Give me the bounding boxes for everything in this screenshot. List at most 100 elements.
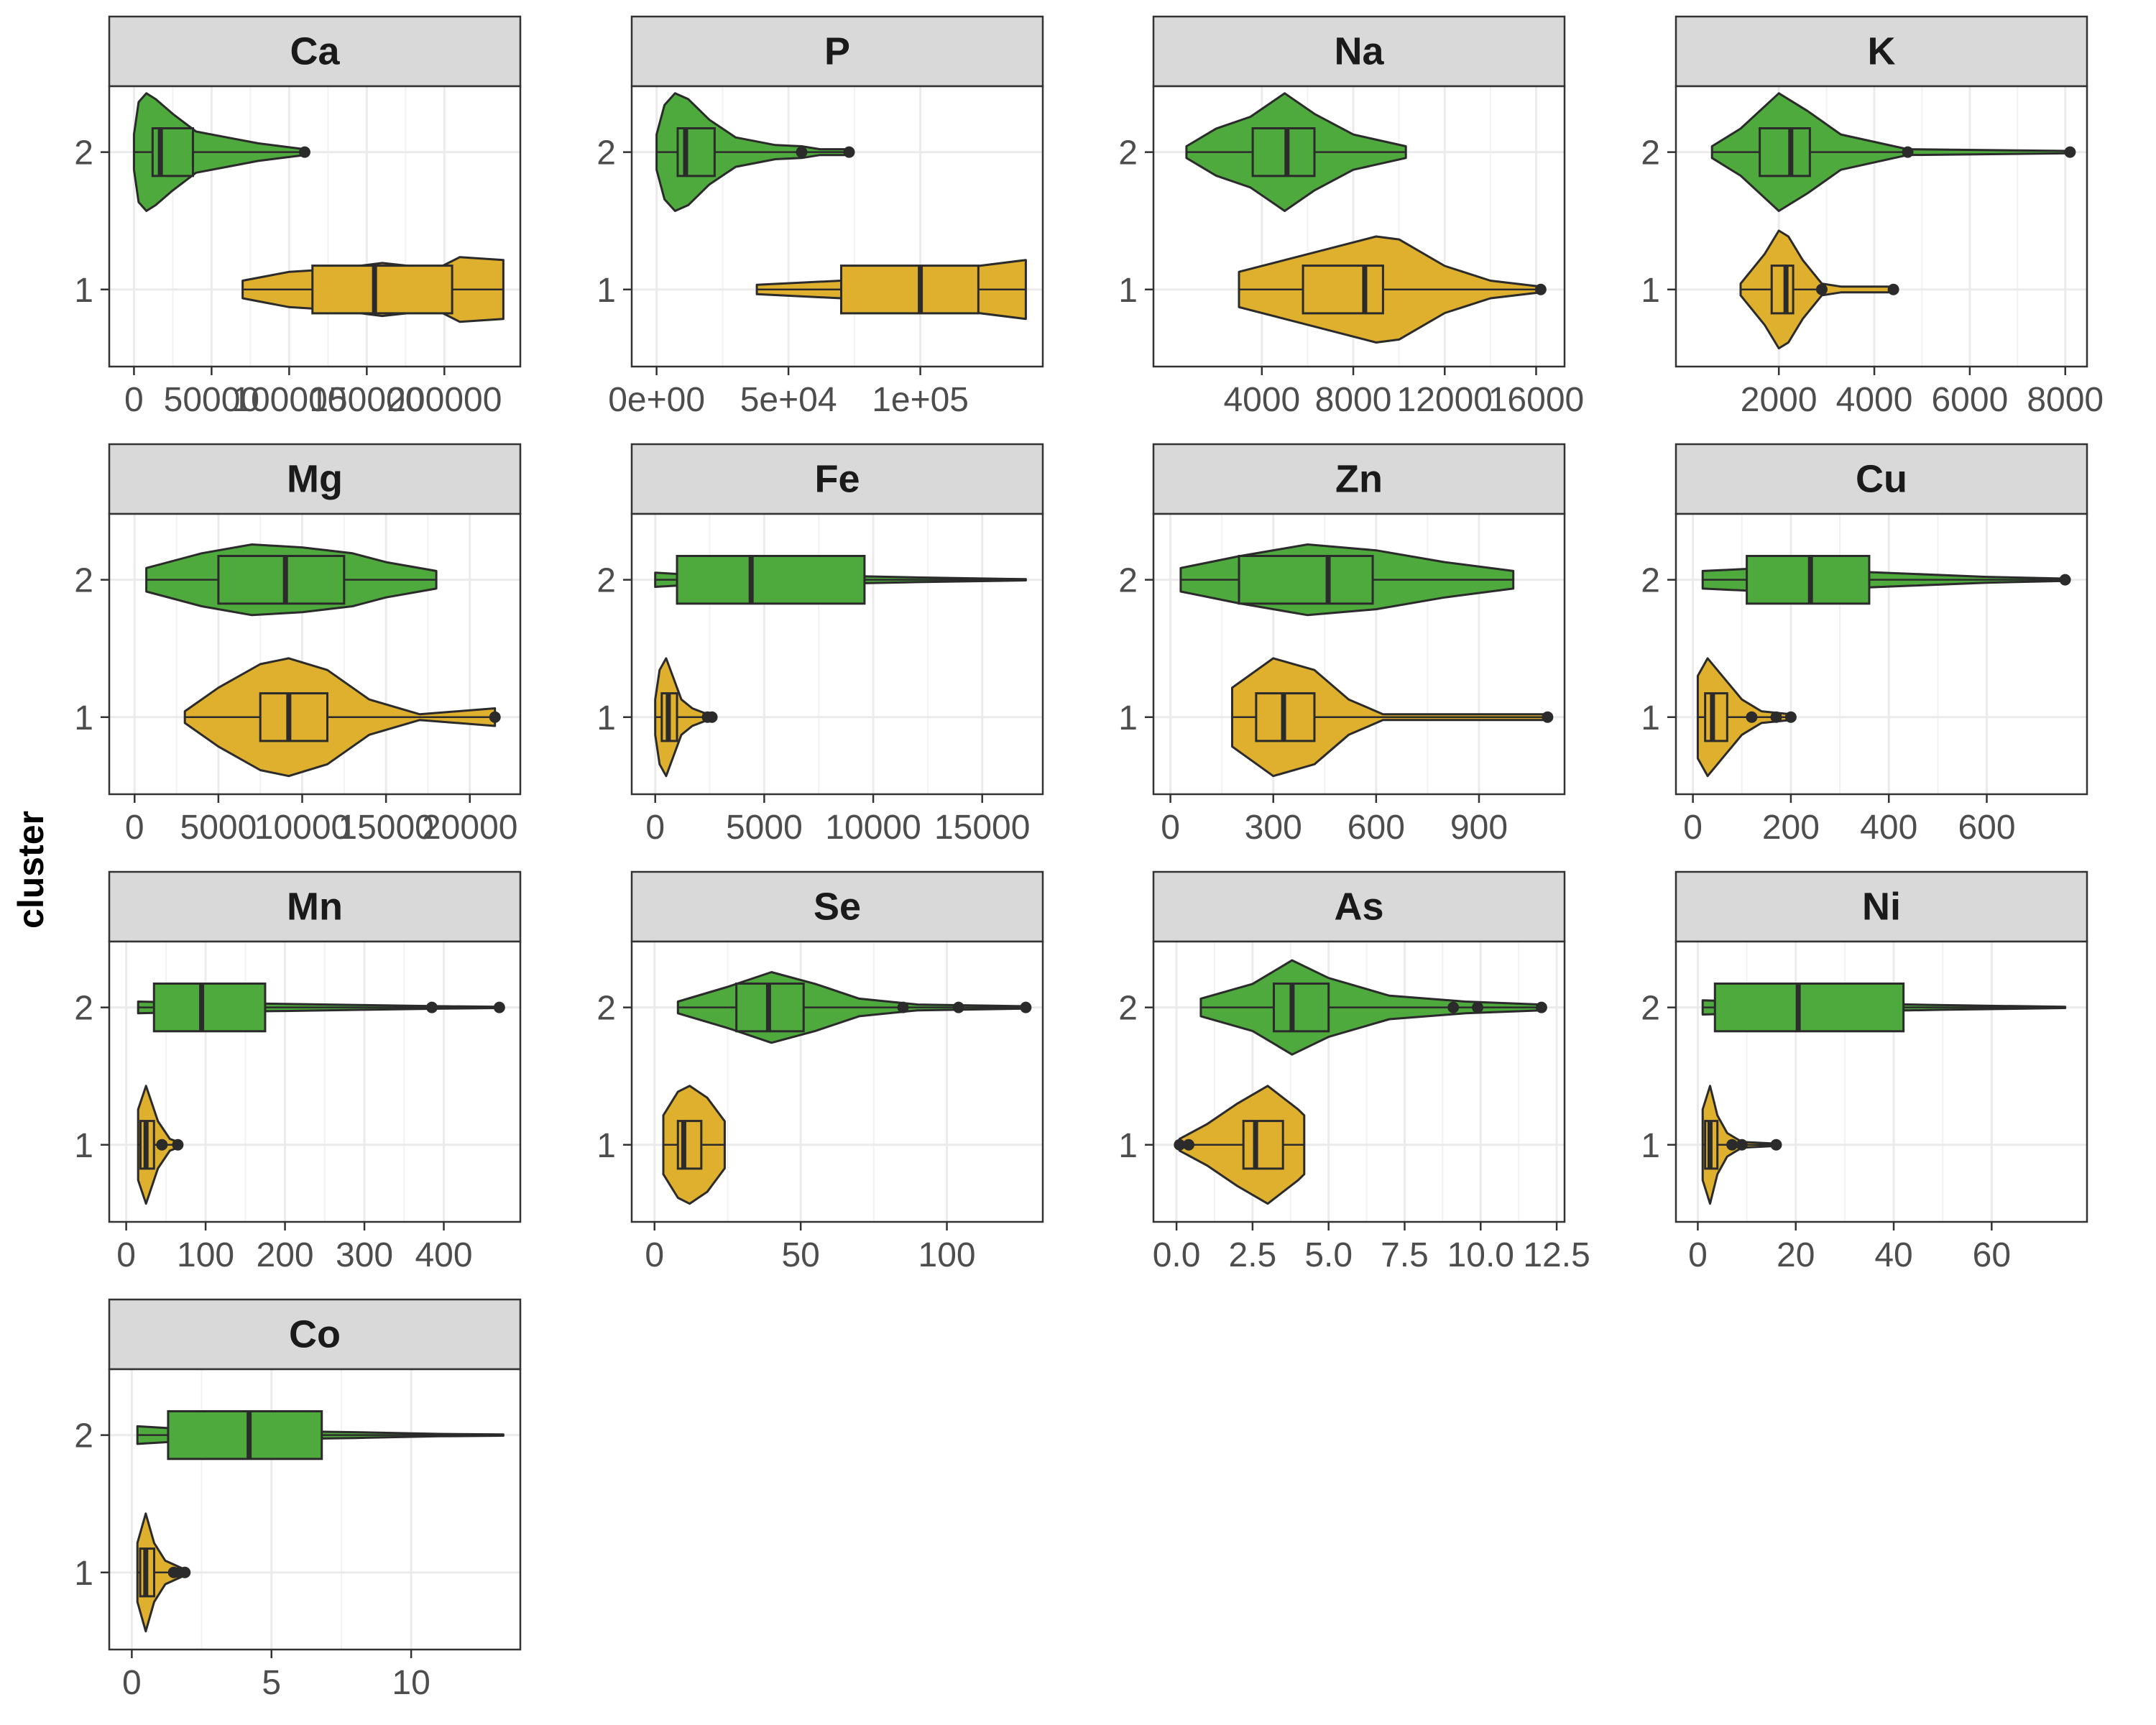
x-tick-label: 0.0 xyxy=(1153,1236,1201,1274)
outlier-point xyxy=(897,1001,909,1013)
outlier-point xyxy=(843,146,855,158)
x-tick-label: 300 xyxy=(336,1236,393,1274)
outlier-point xyxy=(1770,1138,1782,1151)
outlier-point xyxy=(1770,711,1782,723)
facet-strip-label: As xyxy=(1334,886,1383,929)
panel-border xyxy=(1152,512,1566,796)
x-tick-label: 8000 xyxy=(2027,381,2104,419)
x-tick-label: 1e+05 xyxy=(872,381,969,419)
y-tick-label: 2 xyxy=(1118,990,1138,1028)
outlier-point xyxy=(1726,1138,1738,1151)
outlier-point xyxy=(156,1138,168,1151)
outlier-point xyxy=(1534,283,1547,295)
outlier-point xyxy=(1020,1001,1032,1013)
x-tick-label: 5.0 xyxy=(1304,1236,1353,1274)
panel-background xyxy=(1676,86,2087,367)
y-tick-label: 1 xyxy=(1118,699,1138,737)
x-tick-label: 100 xyxy=(918,1236,976,1274)
outlier-point xyxy=(489,711,501,723)
x-tick-label: 300 xyxy=(1245,809,1302,847)
y-axis-title: cluster xyxy=(11,811,51,929)
y-tick-label: 2 xyxy=(74,990,93,1028)
panel-se: Se 0 50 100 2 1 xyxy=(596,870,1044,1274)
x-tick-label: 40 xyxy=(1874,1236,1912,1274)
y-tick-label: 1 xyxy=(1118,1127,1138,1165)
x-tick-label: 12.5 xyxy=(1523,1236,1590,1274)
x-tick-label: 2.5 xyxy=(1229,1236,1277,1274)
outlier-point xyxy=(172,1138,184,1151)
x-tick-label: 10 xyxy=(392,1664,430,1702)
outlier-point xyxy=(1736,1138,1748,1151)
x-tick-label: 8000 xyxy=(1315,381,1392,419)
x-tick-label: 7.5 xyxy=(1381,1236,1429,1274)
outlier-point xyxy=(1535,1001,1547,1013)
outlier-point xyxy=(1542,711,1554,723)
outlier-point xyxy=(1746,711,1758,723)
y-tick-label: 1 xyxy=(1641,699,1660,737)
x-tick-label: 10000 xyxy=(825,809,921,847)
box-cluster-2 xyxy=(217,555,346,605)
outlier-point xyxy=(1174,1138,1186,1151)
facet-strip xyxy=(1674,443,2088,515)
x-tick-label: 20000 xyxy=(422,809,517,847)
outlier-point xyxy=(298,146,310,158)
facet-strip-label: Ni xyxy=(1862,886,1901,929)
panel-border xyxy=(1152,85,1566,368)
facet-strip xyxy=(1152,443,1566,515)
x-tick-label: 16000 xyxy=(1488,381,1584,419)
y-tick-label: 2 xyxy=(1641,562,1660,600)
panel-border xyxy=(630,85,1044,368)
x-tick-label: 12000 xyxy=(1397,381,1493,419)
y-tick-label: 1 xyxy=(596,1127,616,1165)
outlier-point xyxy=(952,1001,964,1013)
panel-background xyxy=(1676,514,2087,794)
box-cluster-2 xyxy=(676,555,866,605)
y-tick-label: 2 xyxy=(74,1417,93,1455)
y-tick-label: 2 xyxy=(1118,134,1138,172)
outlier-point xyxy=(1887,283,1899,295)
y-tick-label: 2 xyxy=(596,562,616,600)
y-tick-label: 1 xyxy=(1118,272,1138,310)
y-tick-label: 2 xyxy=(74,134,93,172)
facet-strip-label: Mn xyxy=(287,886,343,929)
facet-strip-label: P xyxy=(824,30,850,73)
y-tick-label: 1 xyxy=(74,272,93,310)
y-tick-label: 2 xyxy=(1641,134,1660,172)
box-cluster-1 xyxy=(311,264,453,315)
x-tick-label: 50 xyxy=(781,1236,819,1274)
x-tick-label: 0 xyxy=(1688,1236,1708,1274)
panel-k: K 2000 4000 6000 8000 2 1 xyxy=(1641,15,2104,419)
x-tick-label: 0e+00 xyxy=(608,381,705,419)
x-tick-label: 200 xyxy=(257,1236,314,1274)
facet-strip-label: Zn xyxy=(1335,458,1383,501)
y-tick-label: 1 xyxy=(74,1127,93,1165)
panel-border xyxy=(1674,85,2088,368)
x-tick-label: 10000 xyxy=(254,809,350,847)
box-cluster-1 xyxy=(259,692,328,742)
x-tick-label: 0 xyxy=(122,1664,142,1702)
x-tick-label: 0 xyxy=(1161,809,1180,847)
x-tick-label: 4000 xyxy=(1223,381,1300,419)
facet-strip-label: Se xyxy=(814,886,861,929)
facet-strip xyxy=(108,1298,522,1371)
y-tick-label: 2 xyxy=(596,990,616,1028)
panel-border xyxy=(630,940,1044,1223)
box-cluster-2 xyxy=(1759,127,1811,178)
x-tick-label: 0 xyxy=(1683,809,1703,847)
x-tick-label: 20 xyxy=(1777,1236,1815,1274)
x-tick-label: 5 xyxy=(262,1664,281,1702)
panel-as: As 0.0 2.5 5.0 7.5 10.0 12.5 2 1 xyxy=(1118,870,1590,1274)
x-tick-label: 0 xyxy=(125,809,144,847)
y-tick-label: 2 xyxy=(1118,562,1138,600)
box-cluster-2 xyxy=(1238,555,1374,605)
y-tick-label: 1 xyxy=(74,1555,93,1593)
panel-mn: Mn 0 100 200 300 400 2 1 xyxy=(74,870,522,1274)
x-tick-label: 600 xyxy=(1958,809,2015,847)
outlier-point xyxy=(1902,146,1914,158)
x-tick-label: 200000 xyxy=(387,381,502,419)
facet-strip xyxy=(1674,870,2088,943)
facet-strip xyxy=(108,15,522,88)
panel-border xyxy=(108,1368,522,1651)
y-tick-label: 1 xyxy=(596,699,616,737)
